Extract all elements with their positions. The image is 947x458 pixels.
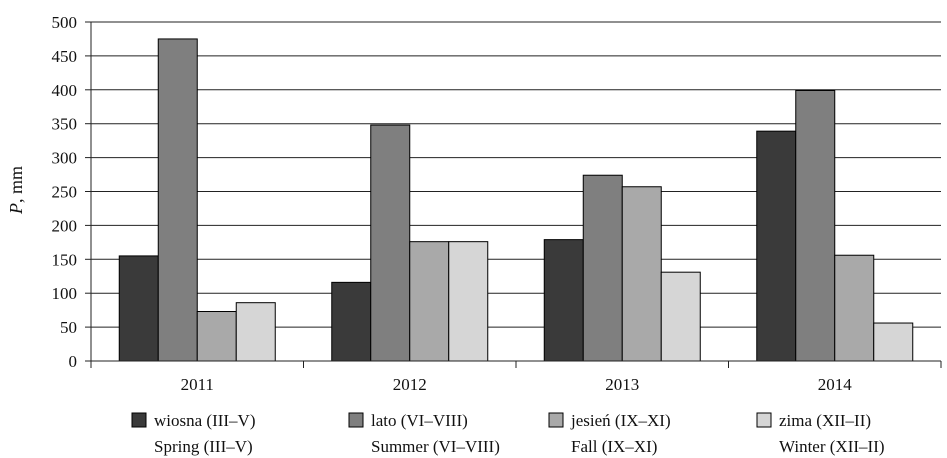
bar-2012-series-3 bbox=[409, 241, 450, 362]
y-tick-label: 100 bbox=[52, 284, 78, 303]
bar-2011-series-4 bbox=[235, 302, 276, 362]
y-tick-label: 200 bbox=[52, 216, 78, 235]
bar-2014-series-1 bbox=[756, 130, 797, 362]
y-tick-label: 400 bbox=[52, 81, 78, 100]
legend-label: wiosna (III–V) bbox=[154, 411, 256, 430]
legend-swatch bbox=[756, 412, 772, 428]
legend-label-english: Fall (IX–XI) bbox=[571, 437, 657, 456]
y-tick-label: 150 bbox=[52, 250, 78, 269]
x-tick-label: 2014 bbox=[818, 375, 853, 394]
y-axis-label: P, mm bbox=[6, 166, 26, 215]
legend-label: zima (XII–II) bbox=[779, 411, 871, 430]
x-tick-labels: 2011 2012 2013 2014 bbox=[181, 375, 853, 394]
axes bbox=[85, 21, 942, 368]
y-tick-label: 450 bbox=[52, 47, 78, 66]
y-tick-label: 0 bbox=[69, 352, 78, 371]
y-axis-label-variable: P bbox=[6, 203, 26, 215]
bar-2012-series-1 bbox=[331, 281, 372, 362]
y-tick-label: 300 bbox=[52, 149, 78, 168]
y-tick-label: 50 bbox=[60, 318, 77, 337]
y-axis-label-unit: , mm bbox=[6, 166, 26, 203]
y-tick-label: 350 bbox=[52, 115, 78, 134]
y-tick-label: 250 bbox=[52, 183, 78, 202]
legend-swatch bbox=[131, 412, 147, 428]
bar-2012-series-2 bbox=[370, 124, 411, 362]
y-tick-label: 500 bbox=[52, 13, 78, 32]
legend-label-english: Winter (XII–II) bbox=[779, 437, 885, 456]
bar-2011-series-3 bbox=[196, 311, 237, 362]
y-tick-labels: 0 50 100 150 200 250 300 350 400 450 500 bbox=[52, 13, 78, 371]
bar-2014-series-4 bbox=[873, 322, 914, 362]
bar-2013-series-2 bbox=[582, 174, 623, 362]
legend-label-english: Spring (III–V) bbox=[154, 437, 253, 456]
bar-2014-series-2 bbox=[795, 89, 836, 362]
gridlines bbox=[91, 21, 941, 328]
bar-2013-series-3 bbox=[621, 186, 662, 362]
bar-2014-series-3 bbox=[834, 254, 875, 362]
bar-2013-series-1 bbox=[543, 239, 584, 362]
legend-swatch bbox=[548, 412, 564, 428]
bar-2011-series-1 bbox=[118, 255, 159, 362]
legend-label-english: Summer (VI–VIII) bbox=[371, 437, 500, 456]
x-tick-label: 2011 bbox=[181, 375, 214, 394]
bar-2011-series-2 bbox=[157, 38, 198, 362]
x-tick-label: 2012 bbox=[393, 375, 427, 394]
bar-2013-series-4 bbox=[660, 271, 701, 362]
bar-2012-series-4 bbox=[448, 241, 489, 362]
legend: wiosna (III–V) Spring (III–V) lato (VI–VII… bbox=[131, 411, 885, 456]
legend-label: jesień (IX–XI) bbox=[570, 411, 671, 430]
legend-label: lato (VI–VIII) bbox=[371, 411, 468, 430]
x-tick-label: 2013 bbox=[605, 375, 639, 394]
legend-swatch bbox=[348, 412, 364, 428]
bars bbox=[118, 38, 914, 362]
